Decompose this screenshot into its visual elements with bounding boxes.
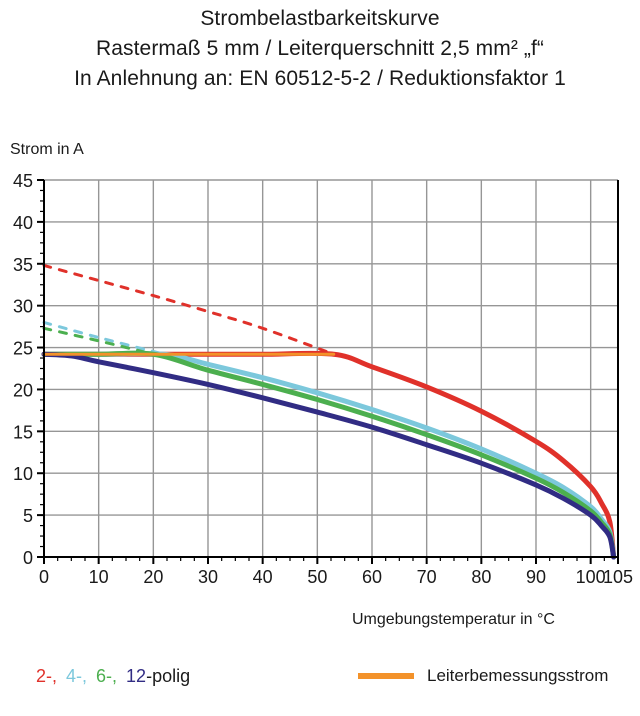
y-tick-label: 40 (13, 213, 33, 233)
title-line-2: Rastermaß 5 mm / Leiterquerschnitt 2,5 m… (95, 37, 545, 60)
x-tick-label: 20 (143, 567, 163, 587)
y-tick-label: 45 (13, 171, 33, 191)
legend-series-group: 2-, 4-, 6-, 12 -polig (36, 666, 199, 687)
y-tick-label: 5 (23, 506, 33, 526)
orange-line-swatch (358, 673, 414, 679)
legend-limit-group: Leiterbemessungsstrom (358, 666, 608, 686)
series-line-6-polig (41, 350, 617, 560)
series-line-2-polig (41, 350, 617, 560)
chart-legend: 2-, 4-, 6-, 12 -polig Leiterbemessungsst… (0, 666, 640, 706)
x-tick-label: 90 (526, 567, 546, 587)
y-tick-label: 35 (13, 255, 33, 275)
title-line-3: In Anlehnung an: EN 60512-5-2 / Reduktio… (74, 67, 566, 90)
x-tick-label: 50 (307, 567, 327, 587)
x-tick-label: 60 (362, 567, 382, 587)
x-tick-label: 100 (576, 567, 606, 587)
title-line-1: Strombelastbarkeitskurve (200, 7, 440, 30)
y-tick-label: 25 (13, 339, 33, 359)
series-line-4-polig-extrapolation (42, 320, 166, 356)
series-line-12-polig (41, 351, 617, 560)
legend-item-polig-suffix: -polig (146, 666, 191, 686)
legend-item-limit-label: Leiterbemessungsstrom (427, 666, 609, 685)
y-tick-label: 30 (13, 297, 33, 317)
y-axis-title: Strom in A (10, 141, 84, 158)
x-tick-label: 0 (39, 567, 49, 587)
legend-item-2polig: 2-, (36, 666, 58, 686)
legend-item-4polig: 4-, (66, 666, 88, 686)
series-line-4-polig (41, 351, 617, 560)
y-tick-label: 20 (13, 380, 33, 400)
legend-item-12polig: 12 (126, 666, 147, 686)
x-tick-label: 40 (253, 567, 273, 587)
y-tick-label: 0 (23, 548, 33, 568)
x-tick-label: 70 (417, 567, 437, 587)
x-axis-title: Umgebungstemperatur in °C (352, 611, 555, 628)
x-tick-label: 10 (89, 567, 109, 587)
x-tick-label: 80 (471, 567, 491, 587)
x-tick-label: 30 (198, 567, 218, 587)
x-tick-label: 105 (603, 567, 633, 587)
legend-item-6polig: 6-, (96, 666, 118, 686)
series-line-6-polig-extrapolation (42, 326, 155, 356)
series-line-2-polig-extrapolation (42, 263, 336, 356)
y-tick-label: 15 (13, 422, 33, 442)
y-tick-label: 10 (13, 464, 33, 484)
chart-title-block: Strombelastbarkeitskurve Rastermaß 5 mm … (0, 4, 640, 94)
